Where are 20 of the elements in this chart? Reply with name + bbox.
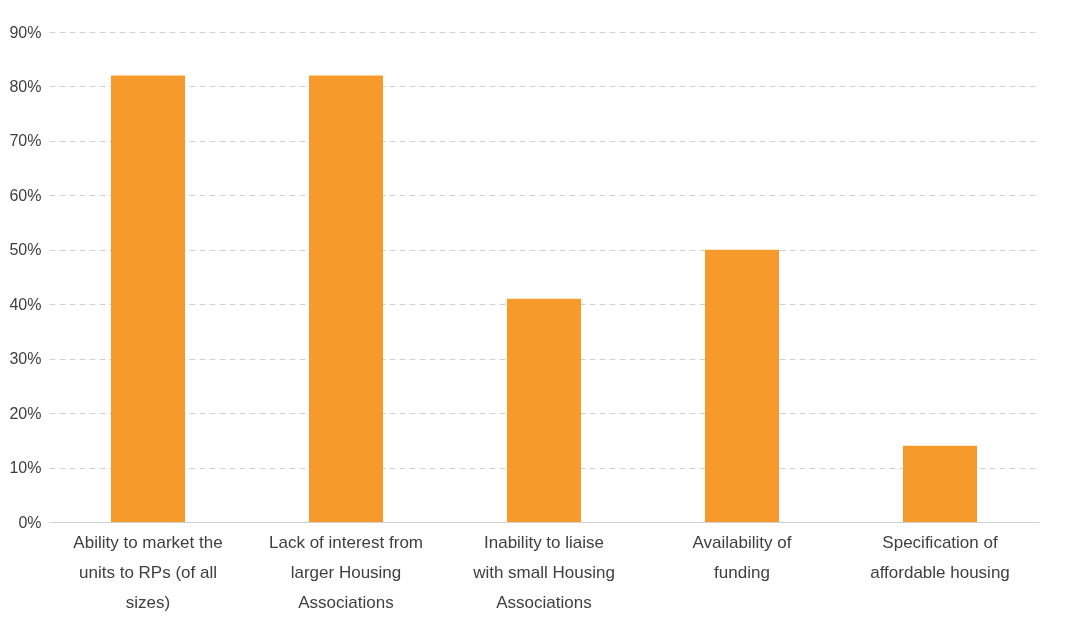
bar (903, 445, 977, 522)
y-tick-label: 60% (9, 186, 42, 204)
y-tick-label: 80% (9, 77, 42, 95)
bar (309, 75, 383, 522)
x-tick-label: Ability to market the units to RPs (of all sizes) (73, 532, 223, 612)
x-tick-label: Specification of affordable housing (870, 532, 1010, 582)
y-tick-label: 70% (9, 132, 42, 150)
x-tick-label: Lack of interest from larger Housing Associations (268, 532, 424, 612)
x-tick-label: Inability to liaise with small Housing Associations (472, 532, 615, 612)
y-tick-label: 40% (9, 295, 42, 313)
bar (705, 249, 779, 522)
x-tick-label: Availability of funding (692, 532, 792, 582)
y-tick-label: 90% (9, 23, 42, 41)
bar (111, 75, 185, 522)
y-tick-label: 50% (9, 241, 42, 259)
y-tick-label: 10% (9, 459, 42, 477)
y-tick-label: 30% (9, 350, 42, 368)
y-tick-label: 0% (18, 513, 42, 531)
y-tick-label: 20% (9, 404, 42, 422)
bar (507, 298, 581, 522)
